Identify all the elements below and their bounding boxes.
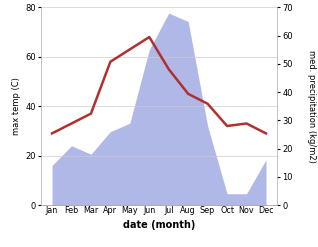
Y-axis label: max temp (C): max temp (C) bbox=[12, 77, 21, 135]
Y-axis label: med. precipitation (kg/m2): med. precipitation (kg/m2) bbox=[307, 50, 316, 163]
X-axis label: date (month): date (month) bbox=[123, 220, 195, 229]
